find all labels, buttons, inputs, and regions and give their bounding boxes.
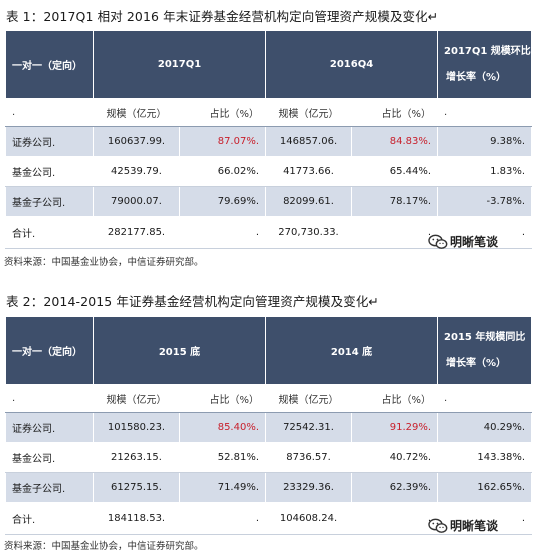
row-change: -3.78%.	[437, 186, 533, 217]
table2-subheader-scale-a: 规模（亿元）	[93, 384, 180, 413]
row-change: 162.65%.	[437, 472, 533, 503]
table2: 一对一（定向） 2015 底 2014 底 2015 年规模同比 增长率（%） …	[5, 316, 533, 535]
row-share-b: .	[351, 502, 439, 535]
row-share-b: 84.83%.	[351, 126, 439, 157]
table-row: 基金子公司. 79000.07. 79.69%. 82099.61. 78.17…	[5, 186, 533, 217]
table1-header-change-line1: 2017Q1 规模环比	[444, 45, 531, 57]
table-row: 基金子公司. 61275.15. 71.49%. 23329.36. 62.39…	[5, 472, 533, 503]
table1-subheader-share-a: 占比（%）	[178, 98, 267, 127]
table1-header-change-line2: 增长率（%）	[446, 71, 507, 83]
table2-header-change: 2015 年规模同比 增长率（%）	[437, 316, 533, 385]
table2-caption: 表 2：2014-2015 年证券基金经营机构定向管理资产规模及变化↵	[6, 294, 380, 309]
table2-header-change-line1: 2015 年规模同比	[444, 331, 526, 343]
row-share-a: 71.49%.	[178, 472, 267, 503]
table2-subheader-share-b: 占比（%）	[351, 384, 439, 413]
table2-subheader-change: .	[437, 384, 533, 413]
row-scale-a: 79000.07.	[93, 186, 180, 217]
table1-header-period-a: 2017Q1	[92, 30, 267, 99]
table-row: 证券公司. 160637.99. 87.07%. 146857.06. 84.8…	[5, 126, 533, 157]
table-row: 合计. 282177.85. . 270,730.33. . .	[5, 216, 533, 249]
row-share-a: 52.81%.	[178, 442, 267, 473]
row-scale-a: 184118.53.	[93, 502, 180, 535]
row-share-b: 62.39%.	[351, 472, 439, 503]
row-name: 基金公司.	[5, 442, 94, 473]
wechat-icon	[428, 234, 448, 250]
row-scale-b: 8736.57.	[265, 442, 353, 473]
table2-header-category: 一对一（定向）	[5, 316, 94, 385]
table1-source: 资料来源：中国基金业协会，中信证券研究部。	[4, 257, 204, 268]
row-share-a: .	[178, 502, 267, 535]
table-row: 基金公司. 21263.15. 52.81%. 8736.57. 40.72%.…	[5, 442, 533, 473]
row-scale-a: 61275.15.	[93, 472, 180, 503]
row-change: 40.29%.	[437, 412, 533, 443]
row-share-a: 66.02%.	[178, 156, 267, 187]
row-name: 合计.	[5, 216, 94, 249]
row-scale-b: 72542.31.	[265, 412, 353, 443]
row-scale-b: 23329.36.	[265, 472, 353, 503]
table2-subheader-scale-b: 规模（亿元）	[265, 384, 353, 413]
row-change: 9.38%.	[437, 126, 533, 157]
row-share-a: 79.69%.	[178, 186, 267, 217]
row-scale-b: 82099.61.	[265, 186, 353, 217]
table-row: 合计. 184118.53. . 104608.24. . .	[5, 502, 533, 535]
row-change: .	[437, 216, 533, 249]
row-scale-b: 104608.24.	[265, 502, 353, 535]
table2-header-period-a: 2015 底	[92, 316, 267, 385]
wechat-icon	[428, 518, 448, 534]
table2-header-change-line2: 增长率（%）	[446, 357, 507, 369]
table1-subheader-share-b: 占比（%）	[351, 98, 439, 127]
table2-header-period-b: 2014 底	[265, 316, 439, 385]
table2-source: 资料来源：中国基金业协会，中信证券研究部。	[4, 541, 204, 552]
row-change: .	[437, 502, 533, 535]
watermark-text: 明晰笔谈	[450, 519, 499, 533]
row-scale-b: 41773.66.	[265, 156, 353, 187]
row-name: 基金子公司.	[5, 186, 94, 217]
row-name: 基金子公司.	[5, 472, 94, 503]
row-name: 基金公司.	[5, 156, 94, 187]
row-scale-a: 21263.15.	[93, 442, 180, 473]
row-change: 1.83%.	[437, 156, 533, 187]
table-row: 证券公司. 101580.23. 85.40%. 72542.31. 91.29…	[5, 412, 533, 443]
table1: 一对一（定向） 2017Q1 2016Q4 2017Q1 规模环比 增长率（%）…	[5, 30, 533, 249]
row-name: 证券公司.	[5, 412, 94, 443]
table1-header-category: 一对一（定向）	[5, 30, 94, 99]
table1-caption: 表 1：2017Q1 相对 2016 年末证券基金经营机构定向管理资产规模及变化…	[6, 9, 439, 24]
row-share-a: 85.40%.	[178, 412, 267, 443]
row-share-b: 40.72%.	[351, 442, 439, 473]
table2-subheader-blank: .	[5, 384, 94, 413]
row-share-b: 78.17%.	[351, 186, 439, 217]
table2-subheader-share-a: 占比（%）	[178, 384, 267, 413]
row-share-b: 91.29%.	[351, 412, 439, 443]
row-name: 合计.	[5, 502, 94, 535]
table1-subheader-scale-b: 规模（亿元）	[265, 98, 353, 127]
row-share-b: 65.44%.	[351, 156, 439, 187]
table1-subheader-blank: .	[5, 98, 94, 127]
row-change: 143.38%.	[437, 442, 533, 473]
watermark-1: 明晰笔谈	[428, 233, 498, 250]
watermark-2: 明晰笔谈	[428, 517, 498, 534]
row-scale-a: 101580.23.	[93, 412, 180, 443]
row-scale-a: 282177.85.	[93, 216, 180, 249]
table1-header-period-b: 2016Q4	[265, 30, 439, 99]
row-scale-a: 42539.79.	[93, 156, 180, 187]
table1-header-change: 2017Q1 规模环比 增长率（%）	[437, 30, 533, 99]
row-share-a: 87.07%.	[178, 126, 267, 157]
table-row: 基金公司. 42539.79. 66.02%. 41773.66. 65.44%…	[5, 156, 533, 187]
row-scale-b: 146857.06.	[265, 126, 353, 157]
row-share-b: .	[351, 216, 439, 249]
row-scale-a: 160637.99.	[93, 126, 180, 157]
row-scale-b: 270,730.33.	[265, 216, 353, 249]
row-share-a: .	[178, 216, 267, 249]
table1-subheader-scale-a: 规模（亿元）	[93, 98, 180, 127]
table1-subheader-change: .	[437, 98, 533, 127]
watermark-text: 明晰笔谈	[450, 235, 499, 249]
row-name: 证券公司.	[5, 126, 94, 157]
